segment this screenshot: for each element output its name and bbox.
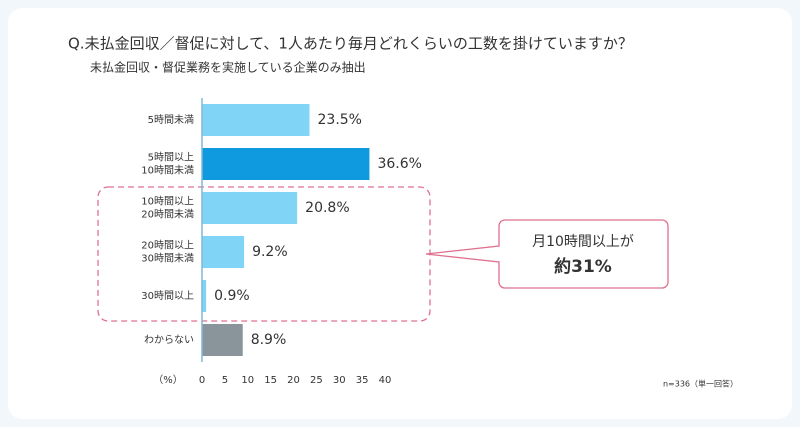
value-label: 23.5%: [318, 112, 362, 128]
chart-title: Q.未払金回収／督促に対して、1人あたり毎月どれくらいの工数を掛けていますか？: [68, 35, 633, 53]
note: n=336（単一回答）: [663, 379, 738, 389]
y-tick-label: 5時間以上: [148, 152, 194, 164]
bar: [202, 324, 243, 356]
x-unit: （%）: [153, 374, 183, 386]
value-label: 20.8%: [305, 200, 349, 216]
value-label: 9.2%: [252, 244, 288, 260]
y-tick-label: 30時間以上: [141, 290, 194, 302]
x-tick-label: 0: [199, 375, 205, 386]
callout-text: 月10時間以上が: [532, 234, 634, 250]
callout-box: [425, 219, 669, 289]
x-tick-label: 40: [379, 375, 392, 386]
x-tick-label: 30: [333, 375, 346, 386]
value-label: 36.6%: [377, 156, 421, 172]
x-tick-label: 35: [356, 375, 369, 386]
value-label: 0.9%: [214, 288, 250, 304]
x-tick-label: 20: [287, 375, 300, 386]
value-label: 8.9%: [251, 332, 287, 348]
bar: [202, 192, 298, 224]
x-tick-label: 15: [264, 375, 277, 386]
x-tick-label: 5: [222, 375, 228, 386]
y-tick-label: 5時間未満: [148, 114, 194, 126]
y-tick-label: 30時間未満: [141, 253, 194, 265]
y-tick-label: 20時間未満: [141, 209, 194, 221]
x-tick-label: 10: [241, 375, 254, 386]
callout-text: 約31%: [554, 256, 612, 277]
y-tick-label: 10時間以上: [141, 196, 194, 208]
y-tick-label: わからない: [144, 334, 194, 346]
bar: [202, 148, 370, 180]
chart-subtitle: 未払金回収・督促業務を実施している企業のみ抽出: [90, 60, 366, 75]
bar: [202, 236, 245, 268]
x-tick-label: 25: [310, 375, 323, 386]
y-tick-label: 10時間未満: [141, 165, 194, 177]
y-tick-label: 20時間以上: [141, 240, 194, 252]
bar: [202, 280, 207, 312]
bar: [202, 104, 310, 136]
